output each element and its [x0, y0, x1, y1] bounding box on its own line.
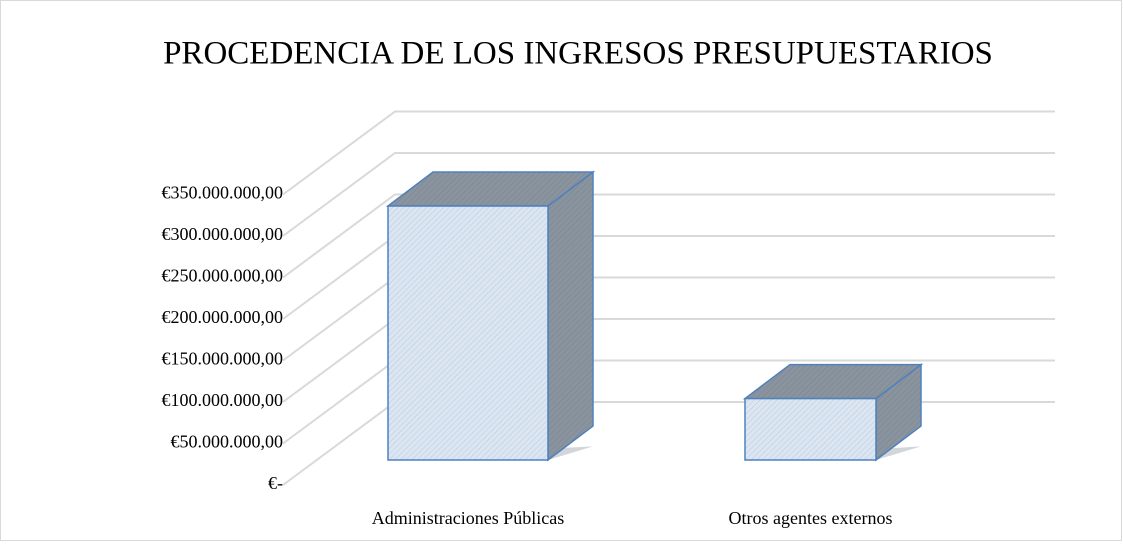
- y-tick-label: €100.000.000,00: [162, 390, 284, 410]
- y-tick-label: €50.000.000,00: [171, 432, 284, 452]
- bar-side: [547, 170, 594, 462]
- bar: [744, 397, 877, 461]
- y-tick-label: €200.000.000,00: [162, 307, 284, 327]
- y-tick-label: €150.000.000,00: [162, 349, 284, 369]
- y-tick-label: €250.000.000,00: [162, 266, 284, 286]
- x-tick-label: Otros agentes externos: [729, 508, 893, 528]
- grid-line: [282, 110, 1055, 196]
- y-tick-label: €350.000.000,00: [162, 183, 284, 203]
- y-tick-label: €300.000.000,00: [162, 224, 284, 244]
- x-tick-label: Administraciones Públicas: [372, 508, 564, 528]
- grid-line: [282, 152, 1055, 237]
- chart-title: PROCEDENCIA DE LOS INGRESOS PRESUPUESTAR…: [163, 36, 993, 72]
- y-tick-label: €-: [268, 473, 283, 493]
- grid-line: [282, 193, 1055, 279]
- bar: [387, 205, 549, 461]
